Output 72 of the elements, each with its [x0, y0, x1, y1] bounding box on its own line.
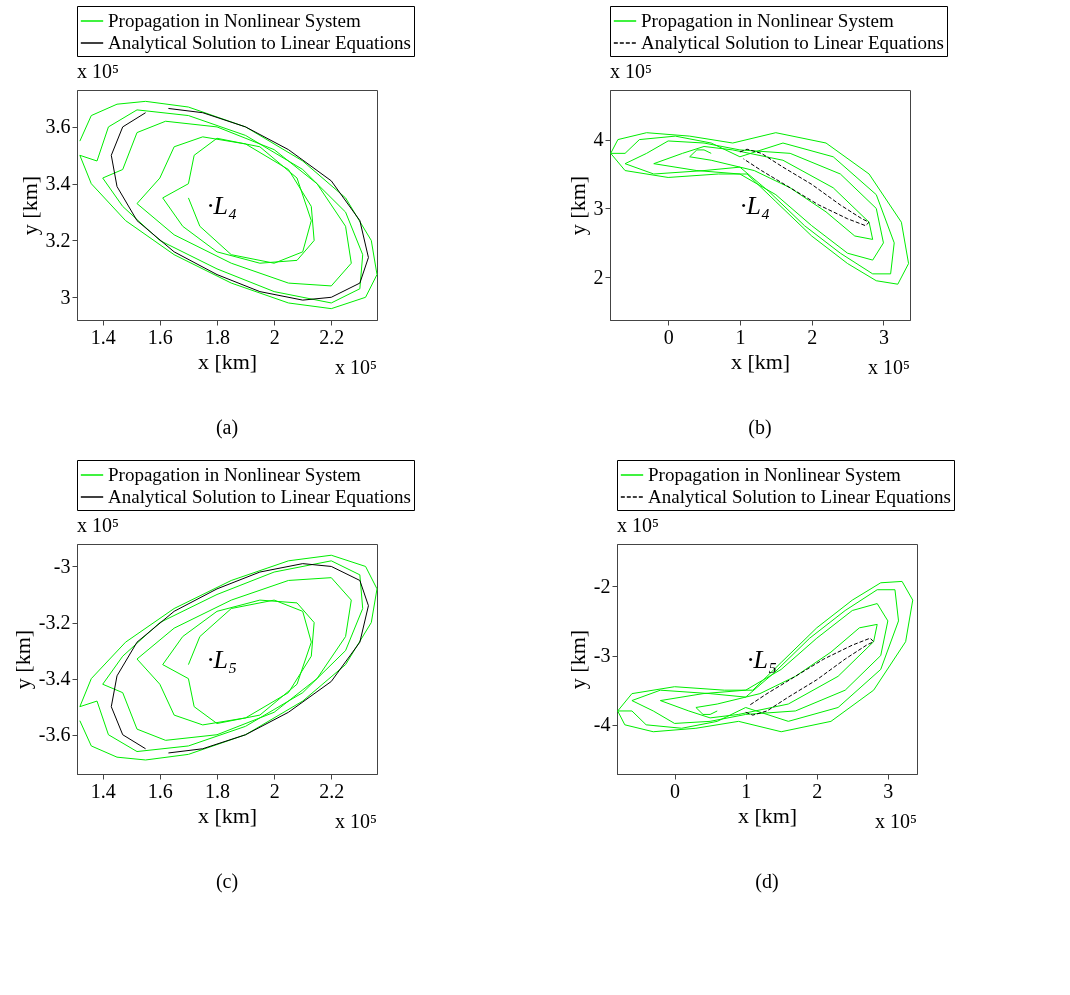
y-tick-label: 4 — [593, 128, 604, 151]
text: (c) — [215, 870, 239, 893]
text: x 10⁵ — [875, 810, 917, 832]
x-tick-label: 2 — [269, 779, 280, 802]
line-series — [79, 554, 378, 761]
y-tick-label: 3.4 — [45, 172, 71, 195]
legend-label: Analytical Solution to Linear Equations — [648, 486, 951, 507]
text: x 10⁵ — [617, 514, 659, 536]
y-axis-title: y [km] — [9, 629, 35, 690]
y-tick-label: -4 — [593, 713, 611, 736]
y-tick-label: 3 — [60, 285, 71, 308]
y-axis-title: y [km] — [564, 629, 590, 690]
x-tick-label: 2.2 — [319, 779, 345, 802]
annotation: ·L₅ — [747, 645, 777, 674]
x-tick-label: 3 — [878, 325, 889, 348]
legend-label: Analytical Solution to Linear Equations — [641, 32, 944, 53]
y-tick-label: 3 — [593, 196, 604, 219]
x-tick-label: 2 — [812, 779, 823, 802]
line-series — [610, 132, 910, 285]
y-axis-title: y [km] — [564, 175, 590, 236]
x-tick-label: 1.6 — [147, 325, 173, 348]
line-series — [110, 107, 369, 301]
line-series — [745, 637, 875, 716]
text: x 10⁵ — [610, 60, 652, 82]
y-tick-label: -3 — [53, 554, 71, 577]
y-tick-label: 3.2 — [45, 228, 71, 251]
text: (d) — [755, 870, 779, 893]
legend-label: Analytical Solution to Linear Equations — [108, 32, 411, 53]
text: (a) — [215, 416, 239, 439]
line-series — [79, 100, 378, 310]
y-tick-label: -3.4 — [38, 667, 71, 690]
line-series — [739, 148, 870, 227]
x-tick-label: 2 — [269, 325, 280, 348]
text: x 10⁵ — [77, 60, 119, 82]
x-tick-label: 2 — [807, 325, 818, 348]
y-tick-label: -3 — [593, 644, 611, 667]
legend-label: Propagation in Nonlinear System — [648, 464, 901, 485]
y-tick-label: 2 — [593, 265, 604, 288]
x-tick-label: 1.6 — [147, 779, 173, 802]
y-tick-label: -3.6 — [38, 723, 71, 746]
legend-label: Propagation in Nonlinear System — [641, 10, 894, 31]
y-tick-label: -3.2 — [38, 611, 71, 634]
x-tick-label: 1 — [735, 325, 746, 348]
x-tick-label: 1.8 — [205, 779, 230, 802]
annotation: ·L₄ — [207, 191, 237, 220]
y-tick-label: -2 — [593, 574, 611, 597]
x-tick-label: 0 — [663, 325, 674, 348]
x-tick-label: 2.2 — [319, 325, 345, 348]
x-axis-title: x [km] — [730, 348, 791, 374]
text: (b) — [748, 416, 772, 439]
text: x 10⁵ — [77, 514, 119, 536]
x-tick-label: 1.4 — [90, 325, 116, 348]
y-tick-label: 3.6 — [45, 115, 71, 138]
annotation: ·L₅ — [207, 645, 237, 674]
legend-label: Propagation in Nonlinear System — [108, 10, 361, 31]
text: x 10⁵ — [335, 810, 377, 832]
text: x 10⁵ — [868, 356, 910, 378]
legend-label: Propagation in Nonlinear System — [108, 464, 361, 485]
x-tick-label: 1.8 — [205, 325, 230, 348]
x-axis-title: x [km] — [737, 802, 798, 828]
line-series — [617, 580, 914, 733]
annotation: ·L₄ — [740, 191, 770, 220]
legend-label: Analytical Solution to Linear Equations — [108, 486, 411, 507]
x-axis-title: x [km] — [197, 802, 258, 828]
x-tick-label: 3 — [883, 779, 894, 802]
x-tick-label: 1 — [741, 779, 752, 802]
y-axis-title: y [km] — [16, 175, 42, 236]
text: x 10⁵ — [335, 356, 377, 378]
line-series — [110, 563, 369, 754]
x-tick-label: 0 — [670, 779, 681, 802]
x-axis-title: x [km] — [197, 348, 258, 374]
x-tick-label: 1.4 — [90, 779, 116, 802]
